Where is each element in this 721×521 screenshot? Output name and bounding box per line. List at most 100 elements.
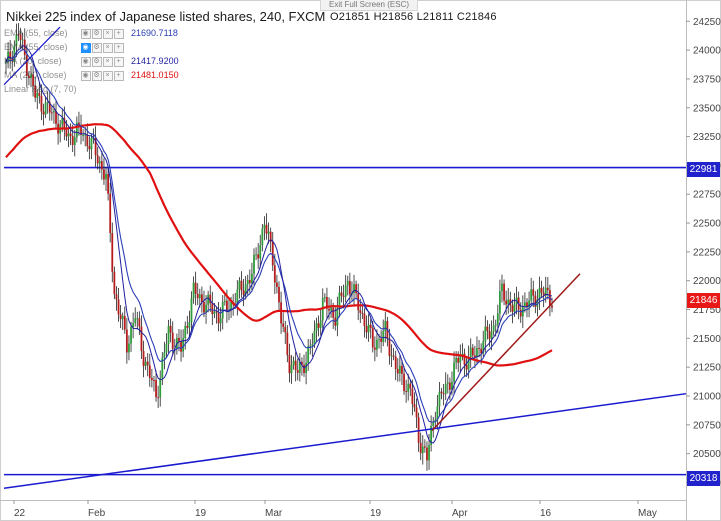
candle-body: [353, 284, 355, 293]
candle-body: [363, 313, 366, 327]
candle-body: [238, 280, 241, 290]
candle-body: [398, 365, 401, 374]
candle-body: [117, 299, 120, 315]
candle-body: [290, 365, 293, 374]
candle-body: [446, 382, 449, 384]
candle-body: [428, 445, 430, 461]
candle-body: [478, 347, 480, 349]
candle-body: [78, 122, 80, 126]
y-tick-label: 22500: [693, 219, 721, 230]
y-tick-label: 21250: [693, 363, 721, 374]
y-tick-label: 20500: [693, 449, 721, 460]
candle-body: [23, 39, 26, 56]
candle-body: [457, 357, 460, 363]
candle-body: [257, 254, 260, 259]
candle-body: [25, 55, 28, 76]
eye-icon[interactable]: ◉: [80, 71, 91, 82]
candle-body: [480, 348, 483, 354]
candle-body: [15, 34, 18, 46]
candle-body: [419, 442, 422, 454]
candle-body: [82, 134, 85, 136]
x-tick-label: 19: [370, 508, 382, 519]
candle-body: [442, 393, 445, 395]
candle-body: [186, 325, 189, 328]
y-tick-label: 20750: [693, 420, 721, 431]
candle-body: [165, 344, 168, 353]
candle-body: [200, 294, 203, 303]
settings-icon[interactable]: ⚙: [91, 29, 102, 40]
candle-body: [209, 294, 212, 304]
more-icon[interactable]: +: [113, 57, 124, 68]
candle-body: [128, 343, 130, 353]
candle-body: [113, 271, 116, 295]
horizontal-levels: [4, 166, 686, 476]
candle-body: [103, 169, 105, 180]
candle-body: [109, 193, 112, 234]
candle-body: [134, 318, 137, 324]
candles: [5, 23, 553, 471]
candle-body: [196, 293, 199, 299]
candle-body: [376, 339, 378, 350]
close-icon[interactable]: ×: [102, 43, 113, 54]
indicator-row: MA (20, close) ◉ ⚙ × + 21417.9200: [4, 54, 179, 68]
candle-body: [155, 380, 157, 398]
candle-body: [490, 331, 493, 339]
eye-icon[interactable]: ◉: [80, 57, 91, 68]
candle-body: [311, 344, 314, 346]
price-tag-upper-level: 22981: [687, 162, 720, 177]
close-icon[interactable]: ×: [102, 71, 113, 82]
eye-icon[interactable]: ◉: [80, 43, 91, 54]
candle-body: [63, 117, 66, 129]
candle-body: [476, 347, 478, 357]
candle-body: [192, 282, 195, 299]
indicator-name: EMA (55, close): [4, 28, 68, 38]
candle-body: [282, 323, 285, 327]
settings-icon[interactable]: ⚙: [91, 57, 102, 68]
candle-body: [84, 134, 87, 136]
candle-body: [169, 325, 172, 333]
candle-body: [388, 338, 391, 357]
candle-body: [511, 305, 514, 312]
y-tick-label: 23250: [693, 132, 721, 143]
candle-body: [438, 391, 441, 407]
candle-body: [501, 283, 503, 292]
candle-body: [540, 287, 543, 293]
y-tick-label: 21000: [693, 392, 721, 403]
exit-fullscreen-button[interactable]: Exit Full Screen (ESC): [320, 0, 418, 11]
candle-body: [213, 311, 216, 315]
candle-body: [132, 323, 135, 328]
candle-body: [159, 378, 162, 398]
more-icon[interactable]: +: [113, 71, 124, 82]
candle-body: [292, 360, 295, 366]
candle-body: [432, 422, 435, 427]
candle-body: [267, 231, 270, 234]
more-icon[interactable]: +: [113, 29, 124, 40]
close-icon[interactable]: ×: [102, 57, 113, 68]
settings-icon[interactable]: ⚙: [91, 43, 102, 54]
price-tag-last-close: 21846: [687, 293, 720, 308]
candle-body: [71, 135, 74, 145]
candle-body: [259, 245, 262, 259]
indicator-value: 21417.9200: [131, 56, 179, 66]
indicator-row: Linear Reg (7, 70): [4, 82, 78, 96]
more-icon[interactable]: +: [113, 43, 124, 54]
eye-icon[interactable]: ◉: [80, 29, 91, 40]
indicator-value: 21481.0150: [131, 70, 179, 80]
settings-icon[interactable]: ⚙: [91, 71, 102, 82]
candle-body: [346, 280, 349, 286]
candle-body: [313, 331, 316, 345]
candle-body: [178, 337, 180, 342]
candle-body: [294, 360, 297, 371]
candle-body: [40, 95, 43, 112]
ma20-line: [5, 45, 553, 444]
candle-body: [430, 426, 433, 446]
close-icon[interactable]: ×: [102, 29, 113, 40]
support-trendline: [3, 392, 687, 489]
candle-body: [309, 345, 312, 347]
candle-body: [332, 307, 335, 318]
y-tick-label: 22250: [693, 247, 721, 258]
candle-body: [46, 102, 49, 104]
candle-body: [507, 299, 510, 305]
candle-body: [544, 287, 547, 296]
